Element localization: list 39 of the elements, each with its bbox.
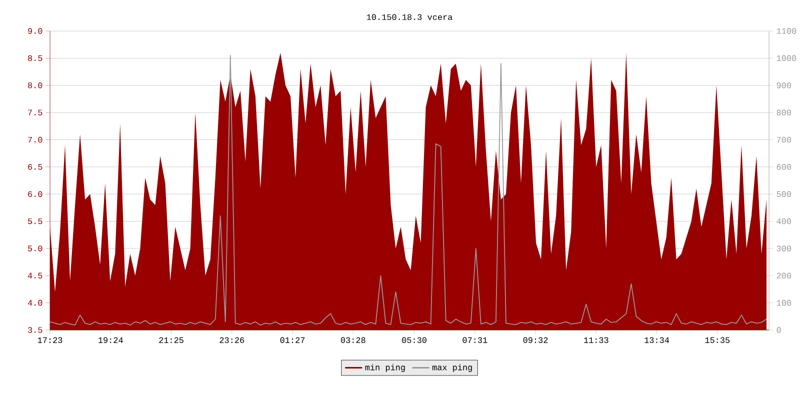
y-tick-label: 7.5 bbox=[28, 110, 42, 116]
y2-tick-label: 200 bbox=[776, 272, 792, 279]
x-tick-label: 19:24 bbox=[98, 337, 123, 344]
y-tick-label: 4.0 bbox=[28, 300, 42, 306]
y2-tick-label: 400 bbox=[776, 218, 792, 224]
x-tick-label: 01:27 bbox=[280, 337, 305, 344]
y2-tick-label: 0 bbox=[776, 327, 781, 333]
y-tick-label: 9.0 bbox=[28, 28, 42, 34]
x-tick-label: 21:25 bbox=[159, 337, 184, 344]
y2-tick-label: 600 bbox=[776, 164, 792, 170]
x-tick-label: 03:28 bbox=[340, 337, 366, 344]
y-tick-label: 5.0 bbox=[28, 246, 42, 252]
legend-label: min ping bbox=[365, 364, 405, 372]
x-tick-label: 17:23 bbox=[38, 337, 62, 344]
y-tick-label: 4.5 bbox=[28, 272, 42, 278]
y2-tick-label: 100 bbox=[776, 300, 792, 306]
y2-tick-label: 500 bbox=[776, 191, 792, 197]
legend-label: max ping bbox=[432, 364, 472, 372]
y-tick-label: 7.0 bbox=[28, 136, 42, 143]
y-tick-label: 6.0 bbox=[28, 191, 42, 197]
y2-tick-label: 300 bbox=[776, 246, 792, 252]
y2-tick-label: 800 bbox=[776, 110, 792, 116]
y-tick-label: 5.5 bbox=[28, 218, 42, 224]
x-tick-label: 09:32 bbox=[523, 337, 548, 344]
y-tick-label: 8.0 bbox=[28, 82, 42, 88]
y2-tick-label: 1000 bbox=[776, 55, 796, 62]
x-tick-label: 11:33 bbox=[584, 337, 608, 344]
x-tick-label: 05:30 bbox=[402, 337, 426, 344]
x-tick-label: 15:35 bbox=[705, 337, 730, 344]
y-tick-label: 3.5 bbox=[28, 327, 42, 333]
x-tick-label: 07:31 bbox=[462, 337, 488, 344]
x-tick-label: 23:26 bbox=[220, 337, 244, 344]
x-tick-label: 13:34 bbox=[644, 337, 670, 344]
y2-tick-label: 700 bbox=[776, 136, 792, 143]
y-tick-label: 8.5 bbox=[28, 55, 42, 62]
chart-title: 10.150.18.3 vcera bbox=[366, 14, 452, 20]
y2-tick-label: 1100 bbox=[776, 28, 796, 34]
y-tick-label: 6.5 bbox=[28, 164, 42, 170]
y2-tick-label: 900 bbox=[776, 82, 792, 88]
